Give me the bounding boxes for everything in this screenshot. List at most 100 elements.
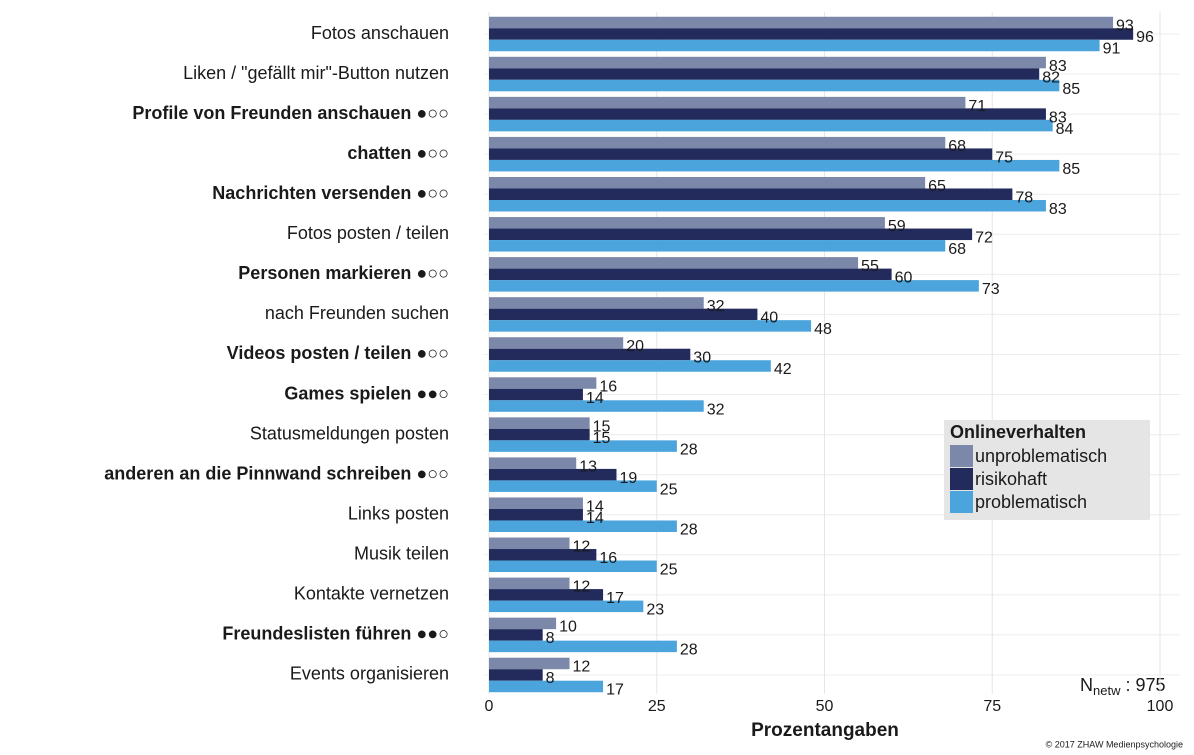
value-label: 12 [573, 538, 591, 555]
value-label: 83 [1049, 58, 1067, 75]
bar [489, 297, 704, 309]
x-tick-label: 0 [485, 698, 494, 715]
value-label: 8 [546, 670, 555, 687]
x-tick-label: 100 [1147, 698, 1174, 715]
value-label: 78 [1015, 189, 1033, 206]
y-tick-label: Musik teilen [354, 544, 449, 564]
bar [489, 96, 966, 109]
bar [489, 228, 973, 241]
value-label: 72 [975, 230, 993, 247]
y-tick-label: anderen an die Pinnwand schreiben ●○○ [104, 463, 449, 483]
value-label: 84 [1056, 121, 1074, 138]
bars [489, 16, 1134, 693]
n-subscript: netw [1093, 683, 1121, 698]
y-tick-label: Events organisieren [290, 664, 449, 684]
y-tick-label: Statusmeldungen posten [250, 423, 449, 443]
value-label: 28 [680, 441, 698, 458]
bar [489, 28, 1134, 40]
x-tick-label: 25 [648, 698, 666, 715]
bar [489, 308, 758, 321]
value-label: 91 [1103, 41, 1121, 58]
credit: © 2017 ZHAW Medienpsychologie [1046, 739, 1183, 749]
bar [489, 589, 604, 601]
y-tick-label: Games spielen ●●○ [284, 383, 449, 403]
value-label: 30 [693, 350, 711, 367]
value-label: 85 [1062, 81, 1080, 98]
value-label: 65 [928, 178, 946, 195]
bar [489, 537, 570, 550]
bar [489, 480, 657, 492]
bar [489, 669, 543, 681]
y-tick-label: nach Freunden suchen [265, 303, 449, 323]
value-label: 68 [948, 138, 966, 155]
value-label: 8 [546, 630, 555, 647]
value-label: 28 [680, 521, 698, 538]
legend-swatch [950, 445, 973, 467]
bar [489, 417, 590, 429]
value-label: 17 [606, 682, 624, 699]
x-tick-label: 50 [816, 698, 834, 715]
value-label: 12 [573, 659, 591, 676]
bar [489, 428, 590, 441]
bar [489, 148, 993, 160]
legend-swatch [950, 491, 973, 513]
bar [489, 217, 885, 229]
value-label: 96 [1136, 29, 1154, 46]
y-tick-label: Profile von Freunden anschauen ●○○ [132, 103, 449, 123]
value-label: 12 [573, 579, 591, 596]
value-label: 13 [579, 458, 597, 475]
value-label: 59 [888, 218, 906, 235]
bar [489, 176, 926, 189]
value-label: 82 [1042, 69, 1060, 86]
bar [489, 119, 1053, 132]
y-tick-label: Fotos posten / teilen [287, 223, 449, 243]
bar [489, 240, 946, 252]
value-label: 20 [626, 338, 644, 355]
value-label: 15 [593, 430, 611, 447]
x-axis-title: Prozentangaben [751, 720, 899, 741]
y-tick-label: Videos posten / teilen ●○○ [227, 343, 449, 363]
value-label: 42 [774, 361, 792, 378]
bar [489, 617, 557, 630]
value-label: 75 [995, 149, 1013, 166]
bar [489, 657, 570, 670]
x-tick-label: 75 [983, 698, 1001, 715]
value-label: 85 [1062, 161, 1080, 178]
bar [489, 348, 691, 361]
bar [489, 680, 604, 693]
bar [489, 508, 583, 521]
value-label: 14 [586, 390, 604, 407]
y-tick-label: chatten ●○○ [347, 143, 449, 163]
bar [489, 377, 597, 389]
bar [489, 440, 677, 452]
value-label: 16 [599, 378, 617, 395]
bar [489, 257, 859, 269]
bar [489, 560, 657, 573]
bar [489, 360, 771, 372]
y-tick-label: Freundeslisten führen ●●○ [222, 624, 449, 644]
bar [489, 108, 1046, 120]
value-label: 14 [586, 510, 604, 527]
legend-swatch [950, 468, 973, 490]
value-label: 25 [660, 561, 678, 578]
bar [489, 199, 1046, 212]
y-tick-label: Links posten [348, 503, 449, 523]
bar [489, 577, 570, 590]
bar [489, 388, 583, 401]
bar [489, 268, 892, 281]
bar [489, 159, 1060, 172]
value-label: 17 [606, 590, 624, 607]
value-label: 83 [1049, 201, 1067, 218]
bar [489, 68, 1040, 80]
bar [489, 457, 577, 469]
bar [489, 468, 617, 481]
value-label: 32 [707, 298, 725, 315]
bar [489, 337, 624, 349]
bar [489, 400, 704, 412]
y-tick-label: Nachrichten versenden ●○○ [212, 183, 449, 203]
bar [489, 136, 946, 149]
bar [489, 600, 644, 613]
value-label: 40 [760, 310, 778, 327]
